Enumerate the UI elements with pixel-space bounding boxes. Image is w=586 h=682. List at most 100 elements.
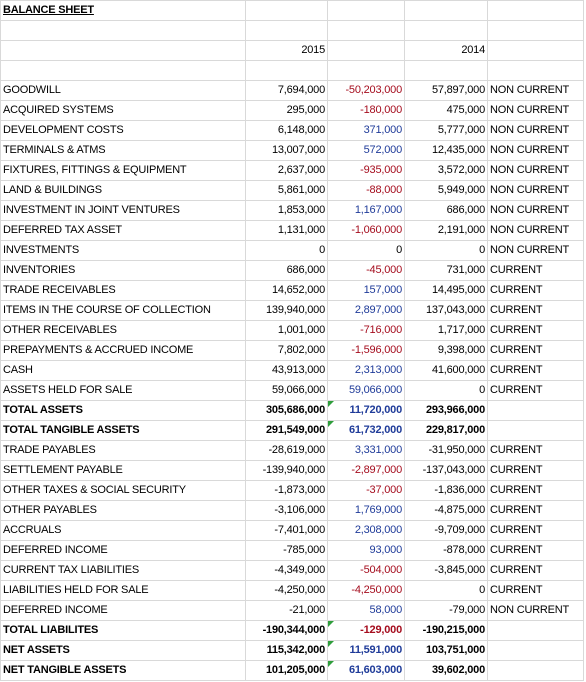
row-label: FIXTURES, FITTINGS & EQUIPMENT — [0, 160, 246, 181]
value-2014: 39,602,000 — [404, 660, 488, 681]
value-2015: -7,401,000 — [245, 520, 328, 541]
data-row: DEFERRED INCOME -785,000 93,000 -878,000 CUR… — [0, 540, 584, 561]
empty-cell — [0, 40, 246, 61]
value-2014: 137,043,000 — [404, 300, 488, 321]
value-2014: 57,897,000 — [404, 80, 488, 101]
header-row: 2015 2014 — [0, 40, 584, 61]
row-label: TRADE RECEIVABLES — [0, 280, 246, 301]
empty-cell — [327, 60, 405, 81]
classification: NON CURRENT — [487, 180, 584, 201]
data-row: DEFERRED INCOME -21,000 58,000 -79,000 NON C… — [0, 600, 584, 621]
classification: NON CURRENT — [487, 600, 584, 621]
value-2014: 5,777,000 — [404, 120, 488, 141]
data-row: FIXTURES, FITTINGS & EQUIPMENT 2,637,000-… — [0, 160, 584, 181]
change-value: -2,897,000 — [327, 460, 405, 481]
classification — [487, 620, 584, 641]
classification: CURRENT — [487, 440, 584, 461]
value-2015: -1,873,000 — [245, 480, 328, 501]
change-value: 371,000 — [327, 120, 405, 141]
classification: CURRENT — [487, 320, 584, 341]
value-2014: 41,600,000 — [404, 360, 488, 381]
value-2014: -4,875,000 — [404, 500, 488, 521]
empty-cell — [327, 0, 405, 21]
classification: CURRENT — [487, 520, 584, 541]
value-2015: 7,694,000 — [245, 80, 328, 101]
data-row: ASSETS HELD FOR SALE 59,066,000 59,066,000… — [0, 380, 584, 401]
change-value: 572,000 — [327, 140, 405, 161]
row-label: OTHER TAXES & SOCIAL SECURITY — [0, 480, 246, 501]
row-label: OTHER RECEIVABLES — [0, 320, 246, 341]
value-2015: -21,000 — [245, 600, 328, 621]
empty-row — [0, 20, 584, 41]
value-2014: -31,950,000 — [404, 440, 488, 461]
change-value: 2,308,000 — [327, 520, 405, 541]
classification — [487, 400, 584, 421]
value-2015: -28,619,000 — [245, 440, 328, 461]
row-label: NET ASSETS — [0, 640, 246, 661]
classification: NON CURRENT — [487, 160, 584, 181]
value-2015: 2,637,000 — [245, 160, 328, 181]
value-2015: 295,000 — [245, 100, 328, 121]
value-2015: -139,940,000 — [245, 460, 328, 481]
value-2015: 13,007,000 — [245, 140, 328, 161]
classification: CURRENT — [487, 540, 584, 561]
value-2014: 2,191,000 — [404, 220, 488, 241]
row-label: TRADE PAYABLES — [0, 440, 246, 461]
value-2015: 6,148,000 — [245, 120, 328, 141]
data-row: DEVELOPMENT COSTS 6,148,000 371,000 5,777,0… — [0, 120, 584, 141]
change-value: -180,000 — [327, 100, 405, 121]
value-2014: 0 — [404, 240, 488, 261]
data-row: TRADE PAYABLES -28,619,000 3,331,000 -31,95… — [0, 440, 584, 461]
change-value: 3,331,000 — [327, 440, 405, 461]
classification: NON CURRENT — [487, 100, 584, 121]
column-header: 2015 — [245, 40, 328, 61]
row-label: DEVELOPMENT COSTS — [0, 120, 246, 141]
data-row: NET TANGIBLE ASSETS 101,205,000 61,603,000… — [0, 660, 584, 681]
empty-cell — [245, 20, 328, 41]
row-label: INVENTORIES — [0, 260, 246, 281]
change-value: -50,203,000 — [327, 80, 405, 101]
change-value: 59,066,000 — [327, 380, 405, 401]
error-flag — [328, 401, 334, 407]
empty-cell — [487, 20, 584, 41]
change-value: 1,769,000 — [327, 500, 405, 521]
change-value: 11,591,000 — [327, 640, 405, 661]
data-row: TOTAL ASSETS 305,686,000 11,720,000 293,966… — [0, 400, 584, 421]
row-label: TOTAL ASSETS — [0, 400, 246, 421]
row-label: NET TANGIBLE ASSETS — [0, 660, 246, 681]
empty-cell — [245, 60, 328, 81]
value-2014: 1,717,000 — [404, 320, 488, 341]
change-value: -504,000 — [327, 560, 405, 581]
change-value: -45,000 — [327, 260, 405, 281]
empty-cell — [245, 0, 328, 21]
empty-cell — [404, 0, 488, 21]
value-2015: 1,131,000 — [245, 220, 328, 241]
value-2014: -79,000 — [404, 600, 488, 621]
value-2015: 305,686,000 — [245, 400, 328, 421]
data-row: CURRENT TAX LIABILITIES -4,349,000 -504,00… — [0, 560, 584, 581]
row-label: ACQUIRED SYSTEMS — [0, 100, 246, 121]
empty-cell — [487, 0, 584, 21]
classification — [487, 420, 584, 441]
value-2014: 5,949,000 — [404, 180, 488, 201]
empty-cell — [0, 20, 246, 41]
value-2015: 5,861,000 — [245, 180, 328, 201]
change-value: 61,732,000 — [327, 420, 405, 441]
row-label: SETTLEMENT PAYABLE — [0, 460, 246, 481]
empty-cell — [404, 60, 488, 81]
data-row: TOTAL LIABILITES -190,344,000 -129,000 -190… — [0, 620, 584, 641]
title-row: BALANCE SHEET — [0, 0, 584, 21]
change-value: 157,000 — [327, 280, 405, 301]
value-2015: 0 — [245, 240, 328, 261]
classification: CURRENT — [487, 340, 584, 361]
row-label: ASSETS HELD FOR SALE — [0, 380, 246, 401]
value-2015: 59,066,000 — [245, 380, 328, 401]
value-2015: -190,344,000 — [245, 620, 328, 641]
value-2014: -3,845,000 — [404, 560, 488, 581]
change-value: -1,060,000 — [327, 220, 405, 241]
change-value: 61,603,000 — [327, 660, 405, 681]
value-2015: 139,940,000 — [245, 300, 328, 321]
data-row: ITEMS IN THE COURSE OF COLLECTION 139,940… — [0, 300, 584, 321]
